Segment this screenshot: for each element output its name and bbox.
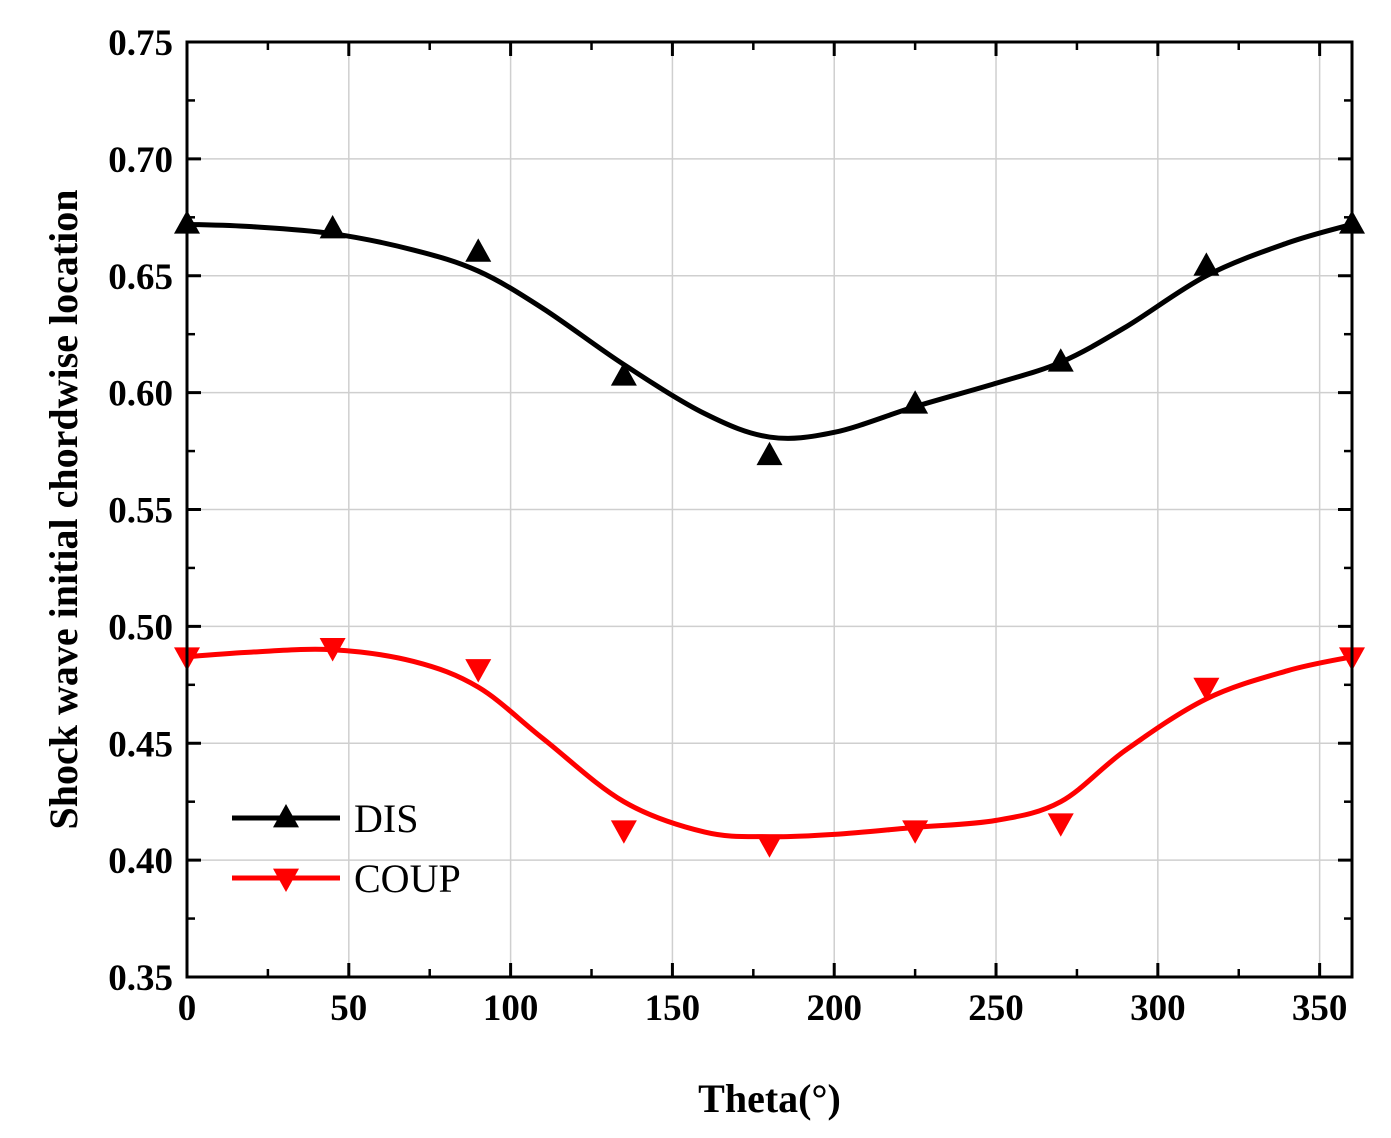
x-tick-label: 300	[1130, 988, 1186, 1029]
legend: DIS COUP	[232, 796, 461, 901]
y-tick-label: 0.45	[108, 724, 173, 765]
y-tick-label: 0.65	[108, 257, 173, 298]
x-tick-label: 50	[330, 988, 367, 1029]
series-dis-point	[756, 441, 783, 466]
series-coup-point	[902, 820, 929, 844]
series-dis-point	[465, 238, 492, 262]
series-dis-point	[319, 214, 346, 239]
y-tick-label: 0.75	[108, 23, 173, 64]
y-tick-label: 0.60	[108, 374, 173, 415]
legend-dis-label: DIS	[354, 796, 418, 841]
axis-ticks	[185, 40, 1352, 979]
series-dis-point	[610, 362, 637, 386]
series-dis-point	[902, 390, 929, 414]
axis-tick-labels: 0 50 100 150 200 250 300 350 0.35 0.40 0.45 0.50 0.5…	[108, 23, 1347, 1029]
series-coup-point	[1047, 813, 1074, 837]
y-tick-label: 0.70	[108, 140, 173, 181]
y-tick-label: 0.50	[108, 607, 173, 648]
x-tick-label: 200	[806, 988, 862, 1029]
y-tick-label: 0.35	[108, 958, 173, 999]
series-dis-point	[1193, 252, 1220, 276]
y-tick-label: 0.40	[108, 841, 173, 882]
legend-coup-marker	[273, 868, 299, 893]
x-tick-label: 250	[968, 988, 1024, 1029]
series-coup-point	[1193, 677, 1220, 702]
x-axis-title: Theta(°)	[698, 1076, 841, 1121]
series-coup-point	[319, 638, 346, 662]
x-tick-label: 0	[178, 988, 197, 1029]
x-tick-label: 100	[483, 988, 539, 1029]
series-dis-line	[184, 221, 1355, 441]
series-markers	[174, 210, 1365, 858]
grid-lines	[187, 42, 1352, 977]
legend-coup-label: COUP	[354, 856, 461, 901]
y-tick-label: 0.55	[108, 491, 173, 532]
x-tick-label: 150	[645, 988, 701, 1029]
series-coup-point	[756, 834, 783, 858]
legend-dis-marker	[273, 803, 299, 828]
x-tick-label: 350	[1292, 988, 1348, 1029]
series-dis-point	[1047, 348, 1074, 372]
y-axis-title: Shock wave initial chordwise location	[41, 189, 86, 829]
series-coup-point	[465, 659, 492, 683]
series-coup-point	[610, 820, 637, 844]
